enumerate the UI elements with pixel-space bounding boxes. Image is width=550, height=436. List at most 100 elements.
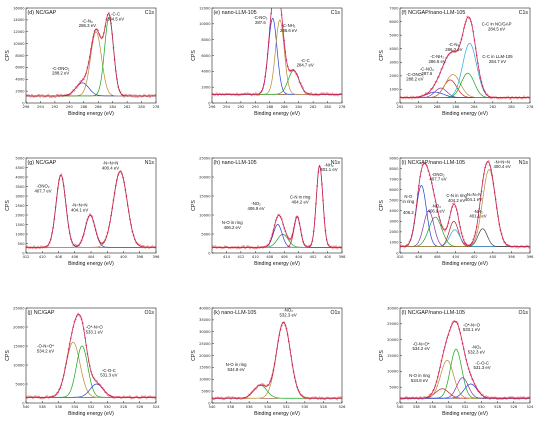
peak-annotation: -C-NO₂ [253, 15, 267, 20]
plot-area [212, 164, 342, 250]
x-tick-label: 278 [153, 105, 161, 109]
panel-5: 414 412 410 408 406 404 402 400 398 0 5000 10000 150… [191, 156, 346, 267]
peak-annotation: C-N in ring [290, 195, 311, 200]
x-axis-label: Binding energy (eV) [254, 411, 300, 417]
y-tick-label: 500 [18, 242, 26, 246]
fit-envelope [212, 8, 342, 95]
peak-annotation-energy: 534.2 eV [37, 348, 54, 353]
y-axis-label: CPS [379, 350, 385, 361]
panel-3: 292 290 288 286 284 282 280 278 0 1000 2000 3000 400… [379, 6, 534, 117]
y-tick-label: 5000 [201, 389, 211, 393]
x-tick-label: 290 [415, 105, 423, 109]
y-tick-label: 2500 [15, 204, 25, 208]
peak-annotation: -ONO₂ [432, 172, 445, 177]
y-axis-label: CPS [379, 200, 385, 211]
region-label: C1s [331, 10, 341, 16]
y-tick-label: 8000 [201, 38, 211, 42]
y-tick-label: 4000 [15, 175, 25, 179]
x-tick-label: 282 [489, 105, 496, 109]
peak-annotation-energy: 531.3 eV [100, 373, 117, 378]
y-tick-label: 30000 [199, 330, 211, 334]
y-tick-label: 12000 [13, 30, 25, 34]
y-tick-label: 16000 [13, 6, 25, 10]
y-tick-label: 1000 [389, 88, 399, 92]
peak-annotation: -C-O-C [475, 360, 489, 365]
y-tick-label: 3500 [15, 185, 25, 189]
peak-annotation: -N=N=N [103, 161, 119, 166]
y-tick-label: 3000 [15, 194, 25, 198]
x-tick-label: 534 [71, 405, 79, 409]
x-tick-label: 530 [104, 405, 112, 409]
raw-data-point [410, 97, 413, 100]
x-tick-label: 524 [527, 405, 535, 409]
plot-frame [399, 157, 531, 254]
y-tick-label: 10000 [199, 213, 211, 217]
y-tick-label: 20000 [13, 325, 25, 329]
plot-area [400, 15, 530, 100]
plot-area [26, 11, 156, 98]
x-tick-label: 292 [51, 105, 58, 109]
panel-9: 540 538 536 534 532 530 528 526 524 0 5000 10000 150… [379, 306, 534, 417]
y-tick-label: 0 [208, 401, 211, 405]
peak-annotation: -ONO₂ [37, 183, 50, 188]
peak-annotation: -C-N₃ [448, 42, 459, 47]
y-tick-label: 25000 [199, 156, 211, 160]
x-tick-label: 530 [301, 405, 309, 409]
peak-annotation: 406.2 [403, 210, 414, 215]
y-tick-label: 3000 [389, 61, 399, 65]
panel-title: (l) NC/GAP/nano-LLM-105 [402, 310, 466, 316]
y-tick-label: 0 [22, 251, 25, 255]
peak-annotation-energy: 404.1 eV [465, 197, 482, 202]
x-tick-label: 290 [252, 105, 260, 109]
y-tick-label: 4500 [15, 166, 25, 170]
peak-annotation: N-O [404, 194, 413, 199]
peak-annotation-energy: 534.8 eV [411, 378, 428, 383]
x-tick-label: 292 [397, 105, 404, 109]
peak-annotation: -O*-N=O [86, 325, 103, 330]
panel-title: (e) nano-LLM-105 [214, 10, 257, 16]
y-tick-label: 1500 [15, 223, 25, 227]
y-tick-label: 10000 [387, 370, 399, 374]
y-tick-label: 8000 [15, 54, 25, 58]
y-tick-label: 4000 [15, 78, 25, 82]
y-tick-label: 3000 [389, 220, 399, 224]
x-tick-label: 294 [223, 105, 231, 109]
y-tick-label: 15000 [199, 194, 211, 198]
x-tick-label: 536 [429, 405, 437, 409]
region-label: O1s [144, 310, 154, 316]
y-tick-label: 5000 [389, 385, 399, 389]
x-tick-label: 528 [320, 405, 328, 409]
peak-annotation-energy: 406.2 eV [224, 225, 241, 230]
y-tick-label: 0 [396, 251, 399, 255]
x-tick-label: 398 [136, 255, 144, 259]
fit-envelope [400, 161, 530, 248]
fit-envelope [26, 170, 156, 248]
peak-annotation: N-O in ring [226, 362, 247, 367]
x-tick-label: 288 [80, 105, 88, 109]
y-axis-label: CPS [5, 350, 11, 361]
x-tick-label: 530 [478, 405, 486, 409]
x-tick-label: 532 [283, 405, 290, 409]
peak-annotation-energy: 534.2 eV [413, 346, 430, 351]
y-tick-label: 2000 [15, 213, 25, 217]
y-tick-label: 20000 [387, 338, 399, 342]
peak-annotation-energy: in ring [402, 199, 414, 204]
region-label: O1s [518, 310, 528, 316]
y-tick-label: 2000 [15, 89, 25, 93]
fit-envelope [400, 320, 530, 399]
y-tick-label: 0 [396, 401, 399, 405]
y-tick-label: 20000 [199, 354, 211, 358]
y-tick-label: 1000 [389, 241, 399, 245]
plot-area [26, 312, 156, 400]
x-tick-label: 278 [527, 105, 535, 109]
panel-title: (k) nano-LLM-105 [214, 310, 257, 316]
raw-data-point [422, 162, 425, 165]
x-tick-label: 528 [120, 405, 128, 409]
peak-annotation: -NO₂ [472, 345, 482, 350]
x-tick-label: 534 [445, 405, 453, 409]
peak-annotation: -C-C [111, 12, 120, 17]
peak-annotation: C-N in ring [446, 193, 467, 198]
peak-annotation: -NO₂ [251, 201, 261, 206]
peak-annotation: -C-ONO₂ [406, 72, 424, 77]
peak-annotation-energy: 400.4 eV [494, 164, 511, 169]
